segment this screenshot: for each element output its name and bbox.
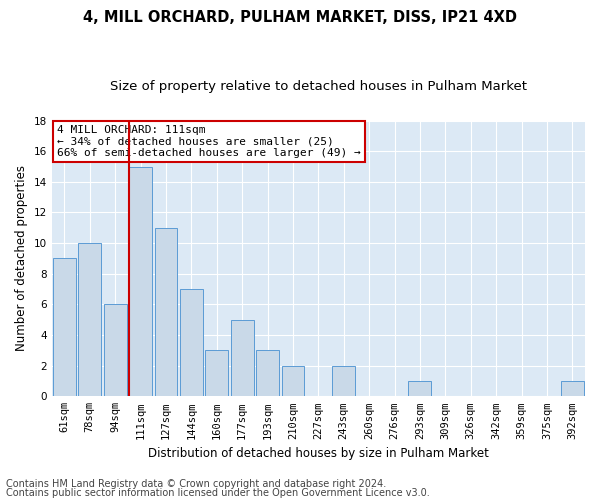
Bar: [79, 243, 101, 396]
Bar: [129, 166, 152, 396]
Title: Size of property relative to detached houses in Pulham Market: Size of property relative to detached ho…: [110, 80, 527, 93]
Bar: [180, 289, 203, 397]
Bar: [281, 366, 304, 396]
Text: 4, MILL ORCHARD, PULHAM MARKET, DISS, IP21 4XD: 4, MILL ORCHARD, PULHAM MARKET, DISS, IP…: [83, 10, 517, 25]
Text: Contains public sector information licensed under the Open Government Licence v3: Contains public sector information licen…: [6, 488, 430, 498]
Bar: [332, 366, 355, 396]
Text: 4 MILL ORCHARD: 111sqm
← 34% of detached houses are smaller (25)
66% of semi-det: 4 MILL ORCHARD: 111sqm ← 34% of detached…: [57, 124, 361, 158]
Bar: [256, 350, 279, 397]
Bar: [104, 304, 127, 396]
Bar: [155, 228, 178, 396]
Text: Contains HM Land Registry data © Crown copyright and database right 2024.: Contains HM Land Registry data © Crown c…: [6, 479, 386, 489]
Bar: [409, 381, 431, 396]
X-axis label: Distribution of detached houses by size in Pulham Market: Distribution of detached houses by size …: [148, 447, 489, 460]
Y-axis label: Number of detached properties: Number of detached properties: [15, 166, 28, 352]
Bar: [561, 381, 584, 396]
Bar: [205, 350, 228, 397]
Bar: [231, 320, 254, 396]
Bar: [53, 258, 76, 396]
